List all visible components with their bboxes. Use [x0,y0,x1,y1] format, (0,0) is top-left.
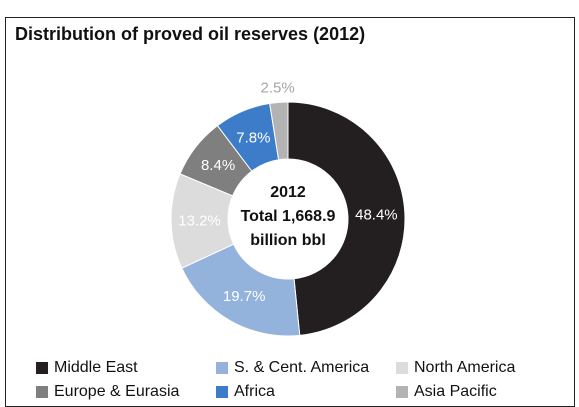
legend-item-africa: Africa [216,383,275,401]
center-label-line-2: billion bbl [250,232,326,249]
legend-item-north-america: North America [396,359,515,377]
legend-swatch [396,386,408,398]
legend-label: Africa [234,383,275,400]
slice-middle-east [287,101,406,336]
legend-swatch [216,362,228,374]
legend-item-s-cent-america: S. & Cent. America [216,359,369,377]
slice-label-1: 19.7% [223,288,266,305]
slice-label-2: 13.2% [178,213,221,230]
legend-label: Asia Pacific [414,383,497,400]
slice-label-4: 7.8% [236,130,270,147]
legend-label: Middle East [54,359,138,376]
chart-title: Distribution of proved oil reserves (201… [15,24,366,44]
legend-swatch [36,362,48,374]
legend-swatch [396,362,408,374]
slice-label-3: 8.4% [201,157,235,174]
chart-frame [5,17,575,407]
slice-asia-pacific [269,101,289,161]
legend-swatch [216,386,228,398]
center-label-line-1: Total 1,668.9 [241,208,336,225]
legend-item-asia-pacific: Asia Pacific [396,383,497,401]
slice-label-0: 48.4% [355,207,398,224]
slice-s-cent-america [181,243,301,337]
legend-label: S. & Cent. America [234,359,370,376]
center-label-line-0: 2012 [270,184,306,201]
legend-swatch [36,386,48,398]
legend-item-europe-eurasia: Europe & Eurasia [36,383,179,401]
legend-label: Europe & Eurasia [54,383,180,400]
legend-item-middle-east: Middle East [36,359,138,377]
slice-label-5: 2.5% [261,79,295,96]
legend-label: North America [414,359,516,376]
